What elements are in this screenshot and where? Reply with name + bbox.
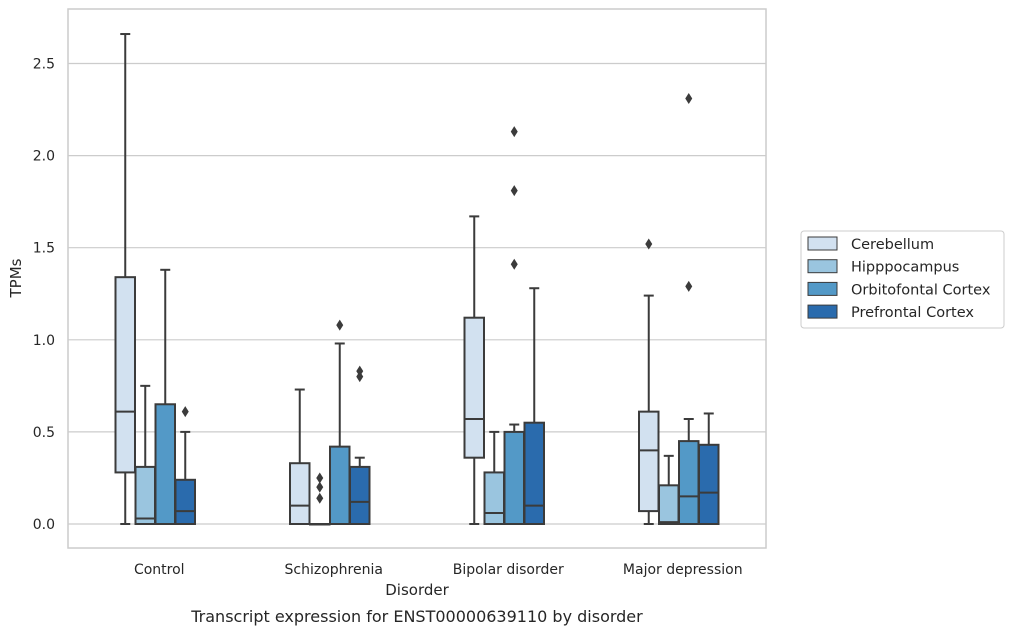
box-plot-item [523, 287, 545, 525]
box-body [638, 410, 660, 513]
outlier-point [356, 365, 364, 377]
box-body [463, 316, 485, 459]
box-body [134, 465, 156, 526]
legend-label: Prefrontal Cortex [851, 305, 974, 321]
x-tick-label: Major depression [623, 562, 743, 578]
legend-label: Orbitofontal Cortex [851, 282, 991, 298]
x-tick-label: Schizophrenia [285, 562, 383, 578]
box-plot-item [638, 238, 660, 525]
box-body [349, 465, 371, 526]
box-plot-item [463, 215, 485, 525]
box-body [503, 430, 525, 525]
y-tick-label: 0.5 [33, 425, 55, 441]
box-body [174, 478, 196, 525]
box-body [483, 471, 505, 526]
box-plot-item [329, 319, 351, 525]
box-plot-item [154, 268, 176, 525]
outlier-point [336, 319, 344, 331]
box-plot-item [134, 384, 156, 526]
y-tick-label: 0.0 [33, 517, 55, 533]
box-plot-item [503, 126, 525, 525]
box-body [289, 462, 311, 525]
box-plot-item [658, 454, 680, 525]
box-plot-item [174, 406, 196, 525]
box-body [114, 276, 136, 474]
box-plot-item [349, 365, 371, 526]
outlier-point [316, 492, 324, 504]
box-body [678, 440, 700, 525]
outlier-point [181, 406, 189, 418]
legend-frame [800, 230, 1005, 329]
outlier-point [645, 238, 653, 250]
box-body [698, 443, 720, 526]
y-tick-label: 2.0 [33, 149, 55, 165]
legend-label: Hipppocampus [851, 260, 959, 276]
outlier-point [510, 258, 518, 270]
box-body [658, 484, 680, 525]
outlier-point [685, 92, 693, 104]
y-tick-label: 1.0 [33, 333, 55, 349]
box-plot-item [114, 33, 136, 525]
x-axis-label: Disorder [385, 581, 449, 599]
chart-caption: Transcript expression for ENST0000063911… [190, 607, 643, 626]
legend-swatch [807, 281, 838, 296]
y-tick-label: 1.5 [33, 241, 55, 257]
y-axis-label: TPMs [7, 258, 25, 298]
x-tick-label: Control [134, 562, 185, 578]
box-body [154, 403, 176, 525]
legend-swatch [807, 259, 838, 274]
plot-frame [67, 8, 767, 549]
legend-swatch [807, 236, 838, 251]
y-tick-labels: 0.0 0.5 1.0 1.5 2.0 2.5 [33, 57, 55, 534]
legend-swatch [807, 304, 838, 319]
box-body [329, 445, 351, 525]
outlier-point [316, 472, 324, 484]
x-tick-label: Bipolar disorder [453, 562, 564, 578]
outlier-point [510, 185, 518, 197]
outlier-point [356, 371, 364, 383]
outlier-point [316, 481, 324, 493]
box-body [523, 421, 545, 525]
y-tick-label: 2.5 [33, 57, 55, 73]
legend-entries: Cerebellum Hipppocampus Orbitofontal Corte… [807, 236, 991, 321]
box-plot-item [678, 92, 700, 525]
outlier-point [685, 280, 693, 292]
box-plot-item [309, 472, 331, 526]
box-plot-item [483, 430, 505, 526]
box-plot-item [698, 412, 720, 526]
legend-label: Cerebellum [851, 237, 934, 253]
x-tick-labels: Control Schizophrenia Bipolar disorder Majo… [134, 562, 743, 578]
outlier-point [510, 126, 518, 138]
legend: Cerebellum Hipppocampus Orbitofontal Corte… [800, 230, 1005, 329]
box-series [114, 33, 720, 526]
box-plot-item [289, 388, 311, 525]
